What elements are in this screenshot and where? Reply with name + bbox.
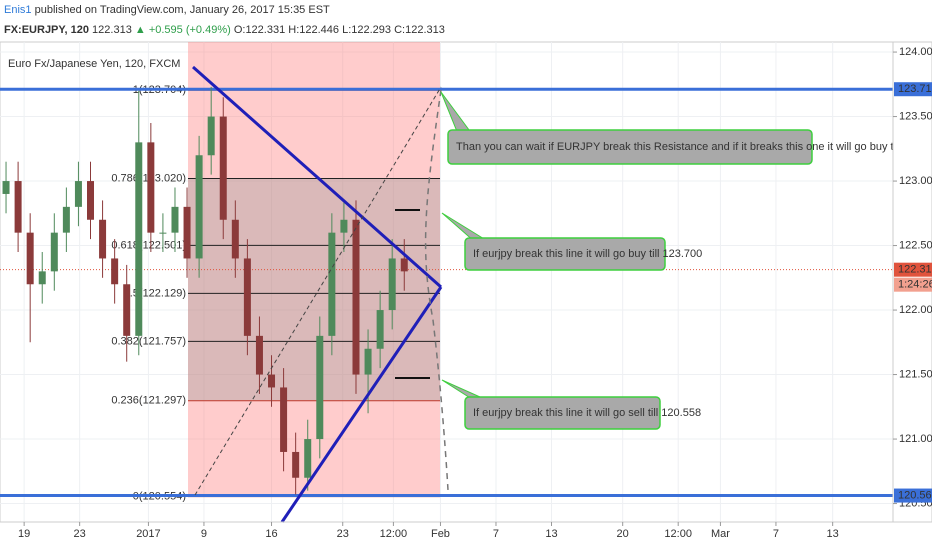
candle-body: [255, 335, 263, 375]
author[interactable]: Enis1: [4, 4, 32, 16]
line-badge-bg: [894, 82, 932, 97]
x-tick-label: Mar: [711, 528, 730, 540]
trendline: [280, 286, 443, 523]
last-price-badge: 122.313: [898, 264, 932, 276]
y-tick-label: 123.500: [899, 110, 932, 122]
plot-area: [0, 41, 894, 523]
callout-box: [447, 129, 813, 165]
projection: [424, 89, 449, 491]
candle-body: [292, 451, 300, 478]
x-tick-label: 20: [617, 528, 629, 540]
symbol: FX:EURJPY, 120: [4, 24, 89, 36]
y-tick-label: 121.000: [899, 433, 932, 445]
chart-title: Euro Fx/Japanese Yen, 120, FXCM: [8, 58, 180, 70]
x-tick-label: 12:00: [380, 528, 408, 540]
candle-body: [400, 258, 408, 272]
candle-body: [231, 219, 239, 259]
candle-body: [207, 116, 215, 156]
candle-body: [268, 374, 276, 388]
fib-label: 0.5(122.129): [124, 287, 186, 299]
x-tick-label: 12:00: [664, 528, 692, 540]
change: ▲ +0.595 (+0.49%): [135, 24, 231, 36]
x-tick-label: 9: [201, 528, 207, 540]
x-tick-label: 23: [74, 528, 86, 540]
candle-body: [38, 271, 46, 285]
fib-label: 0.236(121.297): [111, 395, 186, 407]
x-tick-label: 13: [545, 528, 557, 540]
x-tick-label: 2017: [136, 528, 160, 540]
candle-body: [364, 348, 372, 375]
header-line: Enis1 published on TradingView.com, Janu…: [4, 4, 330, 16]
y-tick-label: 121.500: [899, 368, 932, 380]
candle-body: [183, 206, 191, 259]
candle-body: [2, 181, 10, 194]
x-tick-label: 7: [773, 528, 779, 540]
candle-body: [147, 142, 155, 233]
annotation: If eurjpy break this line it will go buy…: [473, 248, 702, 260]
candle-body: [50, 232, 58, 272]
countdown: 1:24:26: [898, 279, 932, 291]
zone: [188, 42, 440, 495]
candle-body: [376, 310, 384, 349]
line-badge: 120.562: [898, 489, 932, 501]
dashed-line: [194, 86, 442, 496]
last-price-badge-bg: [894, 262, 932, 277]
candle-body: [62, 206, 70, 233]
low: L:122.293: [342, 24, 391, 36]
candle-body: [14, 181, 22, 233]
line-badge: 123.712: [898, 83, 932, 95]
fib-label: 0.618(122.501): [111, 239, 186, 251]
candle-body: [123, 284, 131, 336]
close: C:122.313: [394, 24, 445, 36]
line-badge-bg: [894, 488, 932, 503]
x-tick-label: Feb: [431, 528, 450, 540]
x-tick-label: 23: [337, 528, 349, 540]
y-tick-label: 124.000: [899, 46, 932, 58]
fib-label: 0.382(121.757): [111, 335, 186, 347]
fib-box: [188, 178, 440, 401]
x-tick-label: 19: [18, 528, 30, 540]
candle-body: [352, 219, 360, 375]
candle-body: [328, 232, 336, 336]
candle-body: [171, 206, 179, 233]
countdown-bg: [894, 277, 932, 292]
candle-body: [304, 439, 312, 478]
candle-body: [388, 258, 396, 311]
y-tick-label: 122.000: [899, 304, 932, 316]
candle-body: [159, 232, 167, 234]
x-tick-label: 16: [265, 528, 277, 540]
open: O:122.331: [234, 24, 285, 36]
y-tick-label: 122.500: [899, 239, 932, 251]
candle-body: [26, 232, 34, 285]
last: 122.313: [92, 24, 132, 36]
candle-body: [195, 155, 203, 259]
candle-body: [87, 181, 95, 220]
candle-body: [316, 335, 324, 440]
candle-body: [111, 258, 119, 285]
callout-box: [464, 237, 666, 271]
candle-body: [135, 142, 143, 336]
x-tick-label: 13: [827, 528, 839, 540]
candle-body: [340, 219, 348, 233]
candle-body: [74, 181, 82, 207]
quote-line: FX:EURJPY, 120 122.313 ▲ +0.595 (+0.49%)…: [4, 24, 445, 36]
callout-box: [464, 396, 661, 430]
candle-body: [243, 258, 251, 336]
y-tick-label: 123.000: [899, 175, 932, 187]
candle-body: [219, 116, 227, 220]
annotation: Than you can wait if EURJPY break this R…: [456, 141, 932, 153]
candle-body: [280, 387, 288, 452]
plot: 1(123.704)0.786(123.020)0.618(122.501)0.…: [0, 41, 932, 540]
trendline: [192, 65, 442, 289]
candle-body: [99, 219, 107, 259]
annotation: If eurjpy break this line it will go sel…: [473, 407, 701, 419]
published: published on TradingView.com, January 26…: [35, 4, 330, 16]
high: H:122.446: [288, 24, 339, 36]
x-tick-label: 7: [493, 528, 499, 540]
